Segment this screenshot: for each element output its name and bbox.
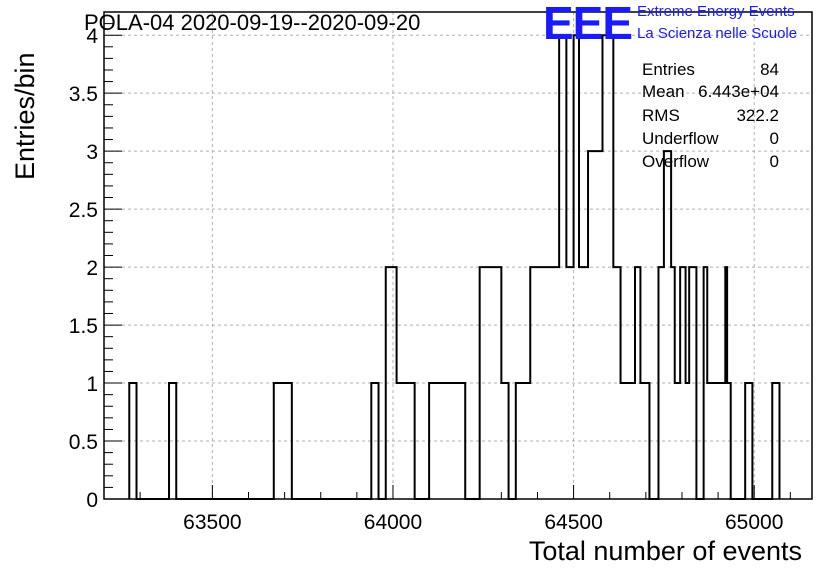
y-tick-label: 0.5 xyxy=(69,431,98,454)
x-tick-label: 64000 xyxy=(364,511,422,534)
logo-line-1: Extreme Energy Events xyxy=(637,3,795,20)
stat-overflow-value: 0 xyxy=(769,152,779,171)
y-tick-label: 2 xyxy=(86,257,98,280)
y-tick-label: 3.5 xyxy=(69,83,98,106)
stat-underflow-name: Underflow xyxy=(642,129,719,148)
chart-title: POLA-04 2020-09-19--2020-09-20 xyxy=(84,10,421,35)
y-tick-label: 2.5 xyxy=(69,199,98,222)
eee-logo: EEE xyxy=(543,0,633,49)
stat-mean-value: 6.443e+04 xyxy=(698,82,779,101)
stat-mean-name: Mean xyxy=(642,82,685,101)
stat-entries-value: 84 xyxy=(760,60,779,79)
x-tick-label: 65000 xyxy=(725,511,783,534)
y-tick-label: 0 xyxy=(86,489,98,512)
axis-ticks xyxy=(103,23,791,500)
x-tick-label: 63500 xyxy=(183,511,241,534)
stat-rms-value: 322.2 xyxy=(736,106,779,125)
y-tick-label: 1.5 xyxy=(69,315,98,338)
y-tick-label: 1 xyxy=(86,373,98,396)
y-axis-label: Entries/bin xyxy=(10,52,40,180)
y-tick-label: 4 xyxy=(86,25,98,48)
y-tick-label: 3 xyxy=(86,141,98,164)
stat-rms-name: RMS xyxy=(642,106,680,125)
stat-entries-name: Entries xyxy=(642,60,695,79)
stat-underflow-value: 0 xyxy=(769,129,779,148)
stat-overflow-name: Overflow xyxy=(642,152,710,171)
logo-line-2: La Scienza nelle Scuole xyxy=(637,25,798,42)
tick-labels: 63500 64000 64500 65000 0 0.5 1 1.5 2 2.5 3 3.5 4 xyxy=(69,25,784,534)
x-tick-label: 64500 xyxy=(544,511,602,534)
x-axis-label: Total number of events xyxy=(528,536,802,566)
